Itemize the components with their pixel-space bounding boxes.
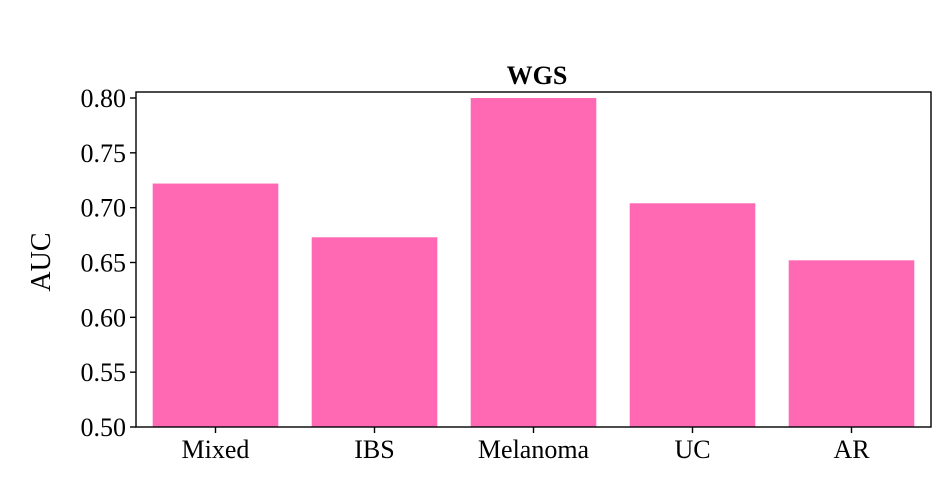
x-tick-label: IBS — [354, 435, 394, 464]
bars-group — [152, 98, 915, 427]
y-tick-label: 0.60 — [81, 303, 127, 332]
x-tick-label: UC — [674, 435, 710, 464]
y-tick-label: 0.75 — [81, 139, 127, 168]
x-tick-label: Mixed — [182, 435, 250, 464]
y-tick-label: 0.65 — [81, 249, 127, 278]
chart-title: WGS — [507, 61, 568, 90]
y-tick-label: 0.80 — [81, 84, 127, 113]
x-tick-label: Melanoma — [478, 435, 590, 464]
y-tick-label: 0.55 — [81, 358, 127, 387]
bar-mixed — [152, 183, 279, 427]
x-axis-ticks: Mixed IBS Melanoma UC AR — [182, 427, 870, 464]
y-tick-label: 0.70 — [81, 194, 127, 223]
bar-uc — [629, 203, 756, 427]
y-axis-label: AUC — [26, 232, 57, 291]
y-tick-label: 0.50 — [81, 413, 127, 442]
bar-ibs — [311, 237, 438, 427]
bar-ar — [788, 260, 915, 427]
y-axis-ticks: 0.50 0.55 0.60 0.65 0.70 0.75 0.80 — [81, 84, 136, 442]
bar-melanoma — [470, 98, 597, 427]
x-tick-label: AR — [833, 435, 870, 464]
plot-frame — [135, 91, 932, 428]
